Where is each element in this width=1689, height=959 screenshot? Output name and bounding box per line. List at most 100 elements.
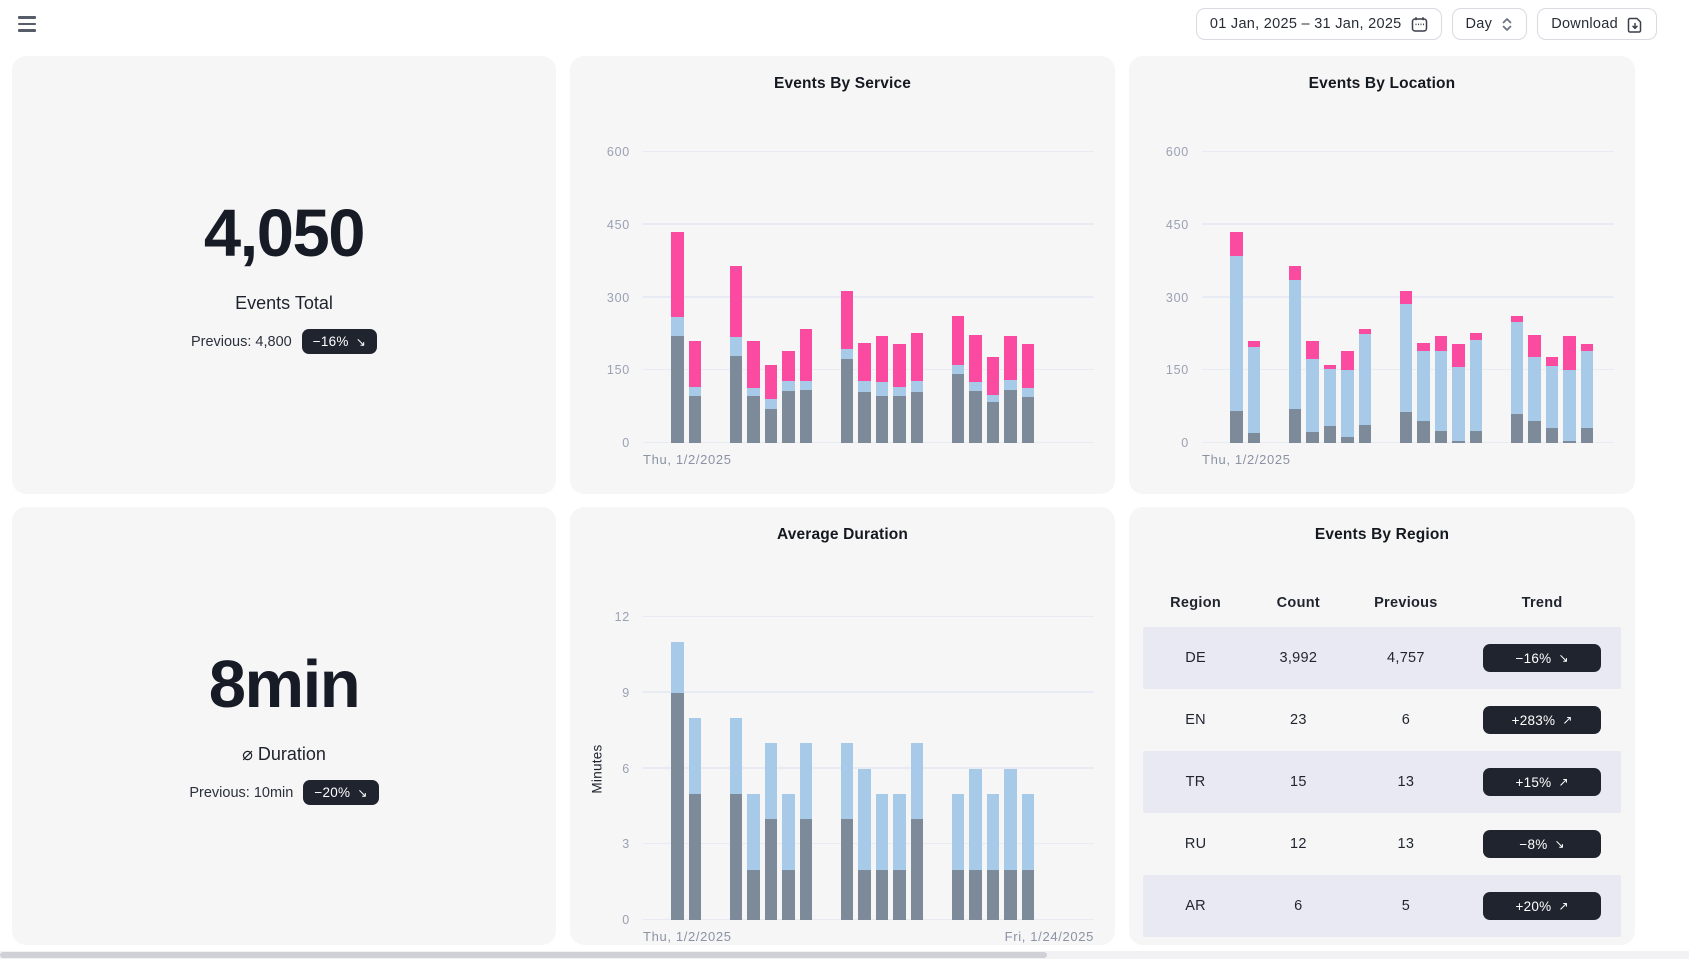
bar-segment-blue <box>1021 388 1034 397</box>
bar-segment-pink <box>1580 343 1593 351</box>
bar <box>893 617 906 920</box>
bar-segment-pink <box>1563 336 1576 371</box>
trend-badge: +20% ↗ <box>1483 892 1602 920</box>
y-axis-tick: 450 <box>606 217 630 232</box>
duration-trend-badge: −20% ↘ <box>303 780 379 806</box>
bar-segment-blue <box>840 743 853 819</box>
chart-title: Average Duration <box>776 526 909 543</box>
bar <box>1434 152 1447 443</box>
bars-area <box>643 152 1094 443</box>
bar-segment-pink <box>1358 328 1371 334</box>
bar-segment-blue <box>1452 366 1465 441</box>
bar-segment-blue <box>799 381 812 390</box>
table-row-RU: RU 12 13 −8% ↘ <box>1143 813 1621 875</box>
region-cell: AR <box>1185 898 1206 914</box>
bar-segment-blue <box>729 336 742 357</box>
bar-segment-pink <box>1247 341 1260 348</box>
x-axis-label-right: Fri, 1/24/2025 <box>1004 929 1094 944</box>
bar <box>799 617 812 920</box>
bar-segment-gray <box>893 395 906 443</box>
events-total-value: 4,050 <box>203 196 366 271</box>
bars-area <box>643 617 1094 920</box>
bar <box>1004 152 1017 443</box>
bar-segment-gray <box>986 869 999 920</box>
menu-button[interactable] <box>14 11 40 37</box>
bar-segment-pink <box>969 334 982 383</box>
bar-segment-pink <box>1434 336 1447 351</box>
bar <box>1417 152 1430 443</box>
bar <box>1230 152 1243 443</box>
bar <box>747 152 760 443</box>
bar-segment-pink <box>1306 340 1319 360</box>
bar <box>951 152 964 443</box>
bar <box>840 152 853 443</box>
bar-segment-blue <box>1417 350 1430 422</box>
table-row-EN: EN 23 6 +283% ↗ <box>1143 689 1621 751</box>
bar <box>671 152 684 443</box>
bar <box>729 617 742 920</box>
bar-segment-gray <box>671 336 684 443</box>
x-axis-label-left: Thu, 1/2/2025 <box>1202 452 1291 467</box>
date-range-picker[interactable]: 01 Jan, 2025 – 31 Jan, 2025 <box>1195 8 1442 40</box>
bar <box>910 152 923 443</box>
bar-segment-blue <box>688 386 701 397</box>
table-row-AR: AR 6 5 +20% ↗ <box>1143 875 1621 937</box>
x-axis-labels: Thu, 1/2/2025 Fri, 1/24/2025 <box>643 929 1094 944</box>
bar-segment-blue <box>764 399 777 410</box>
y-axis-tick: 600 <box>606 145 630 159</box>
table-row-TR: TR 15 13 +15% ↗ <box>1143 751 1621 813</box>
bar-segment-pink <box>747 340 760 389</box>
previous-cell: 4,757 <box>1387 650 1425 666</box>
bar-segment-gray <box>764 409 777 443</box>
bar <box>782 617 795 920</box>
trend-badge: +15% ↗ <box>1483 768 1602 796</box>
bar-segment-blue <box>951 364 964 375</box>
dashboard-grid: 4,050 Events Total Previous: 4,800 −16% … <box>0 48 1689 945</box>
column-header: Previous <box>1374 595 1438 611</box>
download-label: Download <box>1551 16 1618 32</box>
bar-segment-blue <box>1306 359 1319 433</box>
column-header: Trend <box>1521 595 1563 611</box>
bar <box>1247 152 1260 443</box>
bar <box>1358 152 1371 443</box>
bar <box>729 152 742 443</box>
count-cell: 15 <box>1289 774 1307 790</box>
bar <box>764 152 777 443</box>
region-cell: RU <box>1184 836 1207 852</box>
granularity-select[interactable]: Day <box>1451 8 1528 40</box>
bar <box>910 617 923 920</box>
download-button[interactable]: Download <box>1537 8 1657 40</box>
bar <box>671 617 684 920</box>
top-bar: 01 Jan, 2025 – 31 Jan, 2025 Day Download <box>0 0 1689 48</box>
bar-segment-pink <box>1528 334 1541 357</box>
bar-segment-pink <box>1021 343 1034 389</box>
bar <box>969 617 982 920</box>
bar-segment-blue <box>1580 350 1593 429</box>
bar-segment-blue <box>1399 303 1412 413</box>
bar-segment-blue <box>1469 339 1482 431</box>
hamburger-icon <box>18 16 36 19</box>
trend-badge: −16% ↘ <box>1483 644 1602 672</box>
trend-badge: +283% ↗ <box>1483 706 1602 734</box>
granularity-value: Day <box>1465 16 1493 32</box>
count-cell: 23 <box>1289 712 1307 728</box>
bar-segment-pink <box>782 350 795 382</box>
bar <box>840 617 853 920</box>
trend-badge: −8% ↘ <box>1483 830 1602 858</box>
bar-segment-pink <box>729 266 742 337</box>
chart-title: Events By Service <box>773 75 912 92</box>
bar-segment-blue <box>1341 370 1354 437</box>
bar <box>688 152 701 443</box>
bar-segment-blue <box>782 793 795 870</box>
bar-segment-pink <box>1452 344 1465 367</box>
bar-segment-gray <box>1434 430 1447 443</box>
bar-segment-gray <box>1563 440 1576 443</box>
trend-down-icon: ↘ <box>1554 837 1565 851</box>
bar <box>1323 152 1336 443</box>
gridline <box>1202 150 1614 152</box>
bar-segment-blue <box>1288 279 1301 410</box>
x-axis-label-left: Thu, 1/2/2025 <box>643 929 732 944</box>
y-axis-tick: 0 <box>1181 436 1189 450</box>
bar-segment-pink <box>875 336 888 383</box>
scrollbar-thumb[interactable] <box>0 952 1048 958</box>
